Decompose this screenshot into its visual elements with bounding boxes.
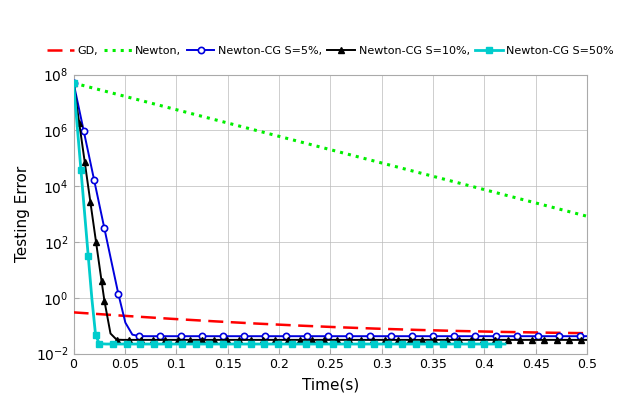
Line: Newton,: Newton, xyxy=(74,83,587,216)
Newton, xyxy=(440,177,448,182)
Newton-CG S=10%, xyxy=(70,81,77,85)
Newton-CG S=50% xyxy=(240,341,248,346)
Newton-CG S=10%, xyxy=(498,337,506,342)
Newton-CG S=50% xyxy=(150,341,158,346)
Newton, xyxy=(273,133,281,138)
GD, xyxy=(583,331,591,336)
Newton, xyxy=(443,177,451,182)
Newton-CG S=50% xyxy=(70,81,77,85)
GD, xyxy=(540,330,547,335)
Newton-CG S=5%, xyxy=(415,334,423,339)
GD, xyxy=(100,312,108,317)
X-axis label: Time(s): Time(s) xyxy=(301,377,359,392)
Newton-CG S=50% xyxy=(137,341,145,346)
Newton-CG S=5%, xyxy=(282,334,290,339)
Y-axis label: Testing Error: Testing Error xyxy=(15,166,30,262)
Line: Newton-CG S=10%,: Newton-CG S=10%, xyxy=(70,79,591,344)
Newton-CG S=50% xyxy=(316,341,323,346)
GD, xyxy=(90,311,98,316)
Newton, xyxy=(583,214,591,219)
Newton-CG S=5%, xyxy=(366,334,374,339)
GD, xyxy=(165,316,173,321)
Newton-CG S=5%, xyxy=(527,334,535,339)
Legend: GD,, Newton,, Newton-CG S=5%,, Newton-CG S=10%,, Newton-CG S=50%: GD,, Newton,, Newton-CG S=5%,, Newton-CG… xyxy=(44,44,616,58)
Newton, xyxy=(393,164,401,169)
Line: Newton-CG S=50%: Newton-CG S=50% xyxy=(70,80,508,347)
Newton-CG S=50% xyxy=(501,341,509,346)
Newton-CG S=5%, xyxy=(394,334,402,339)
Newton-CG S=50% xyxy=(157,341,165,346)
Newton-CG S=10%, xyxy=(583,337,591,342)
GD, xyxy=(207,319,214,324)
Newton-CG S=10%, xyxy=(479,337,487,342)
Newton-CG S=5%, xyxy=(583,334,591,339)
Newton-CG S=10%, xyxy=(174,337,182,342)
Newton-CG S=10%, xyxy=(443,337,451,342)
Newton-CG S=10%, xyxy=(473,337,481,342)
Newton, xyxy=(70,81,77,85)
Line: Newton-CG S=5%,: Newton-CG S=5%, xyxy=(70,80,590,339)
Newton, xyxy=(237,124,244,129)
Newton-CG S=5%, xyxy=(220,334,227,339)
Newton-CG S=5%, xyxy=(373,334,381,339)
Newton-CG S=5%, xyxy=(70,81,77,85)
Newton, xyxy=(131,96,139,101)
Line: GD,: GD, xyxy=(74,313,587,333)
GD, xyxy=(70,310,77,315)
GD, xyxy=(557,330,565,335)
Newton-CG S=50% xyxy=(460,341,467,346)
Newton-CG S=10%, xyxy=(364,337,371,342)
Newton-CG S=10%, xyxy=(467,337,475,342)
Newton-CG S=50% xyxy=(308,341,316,346)
